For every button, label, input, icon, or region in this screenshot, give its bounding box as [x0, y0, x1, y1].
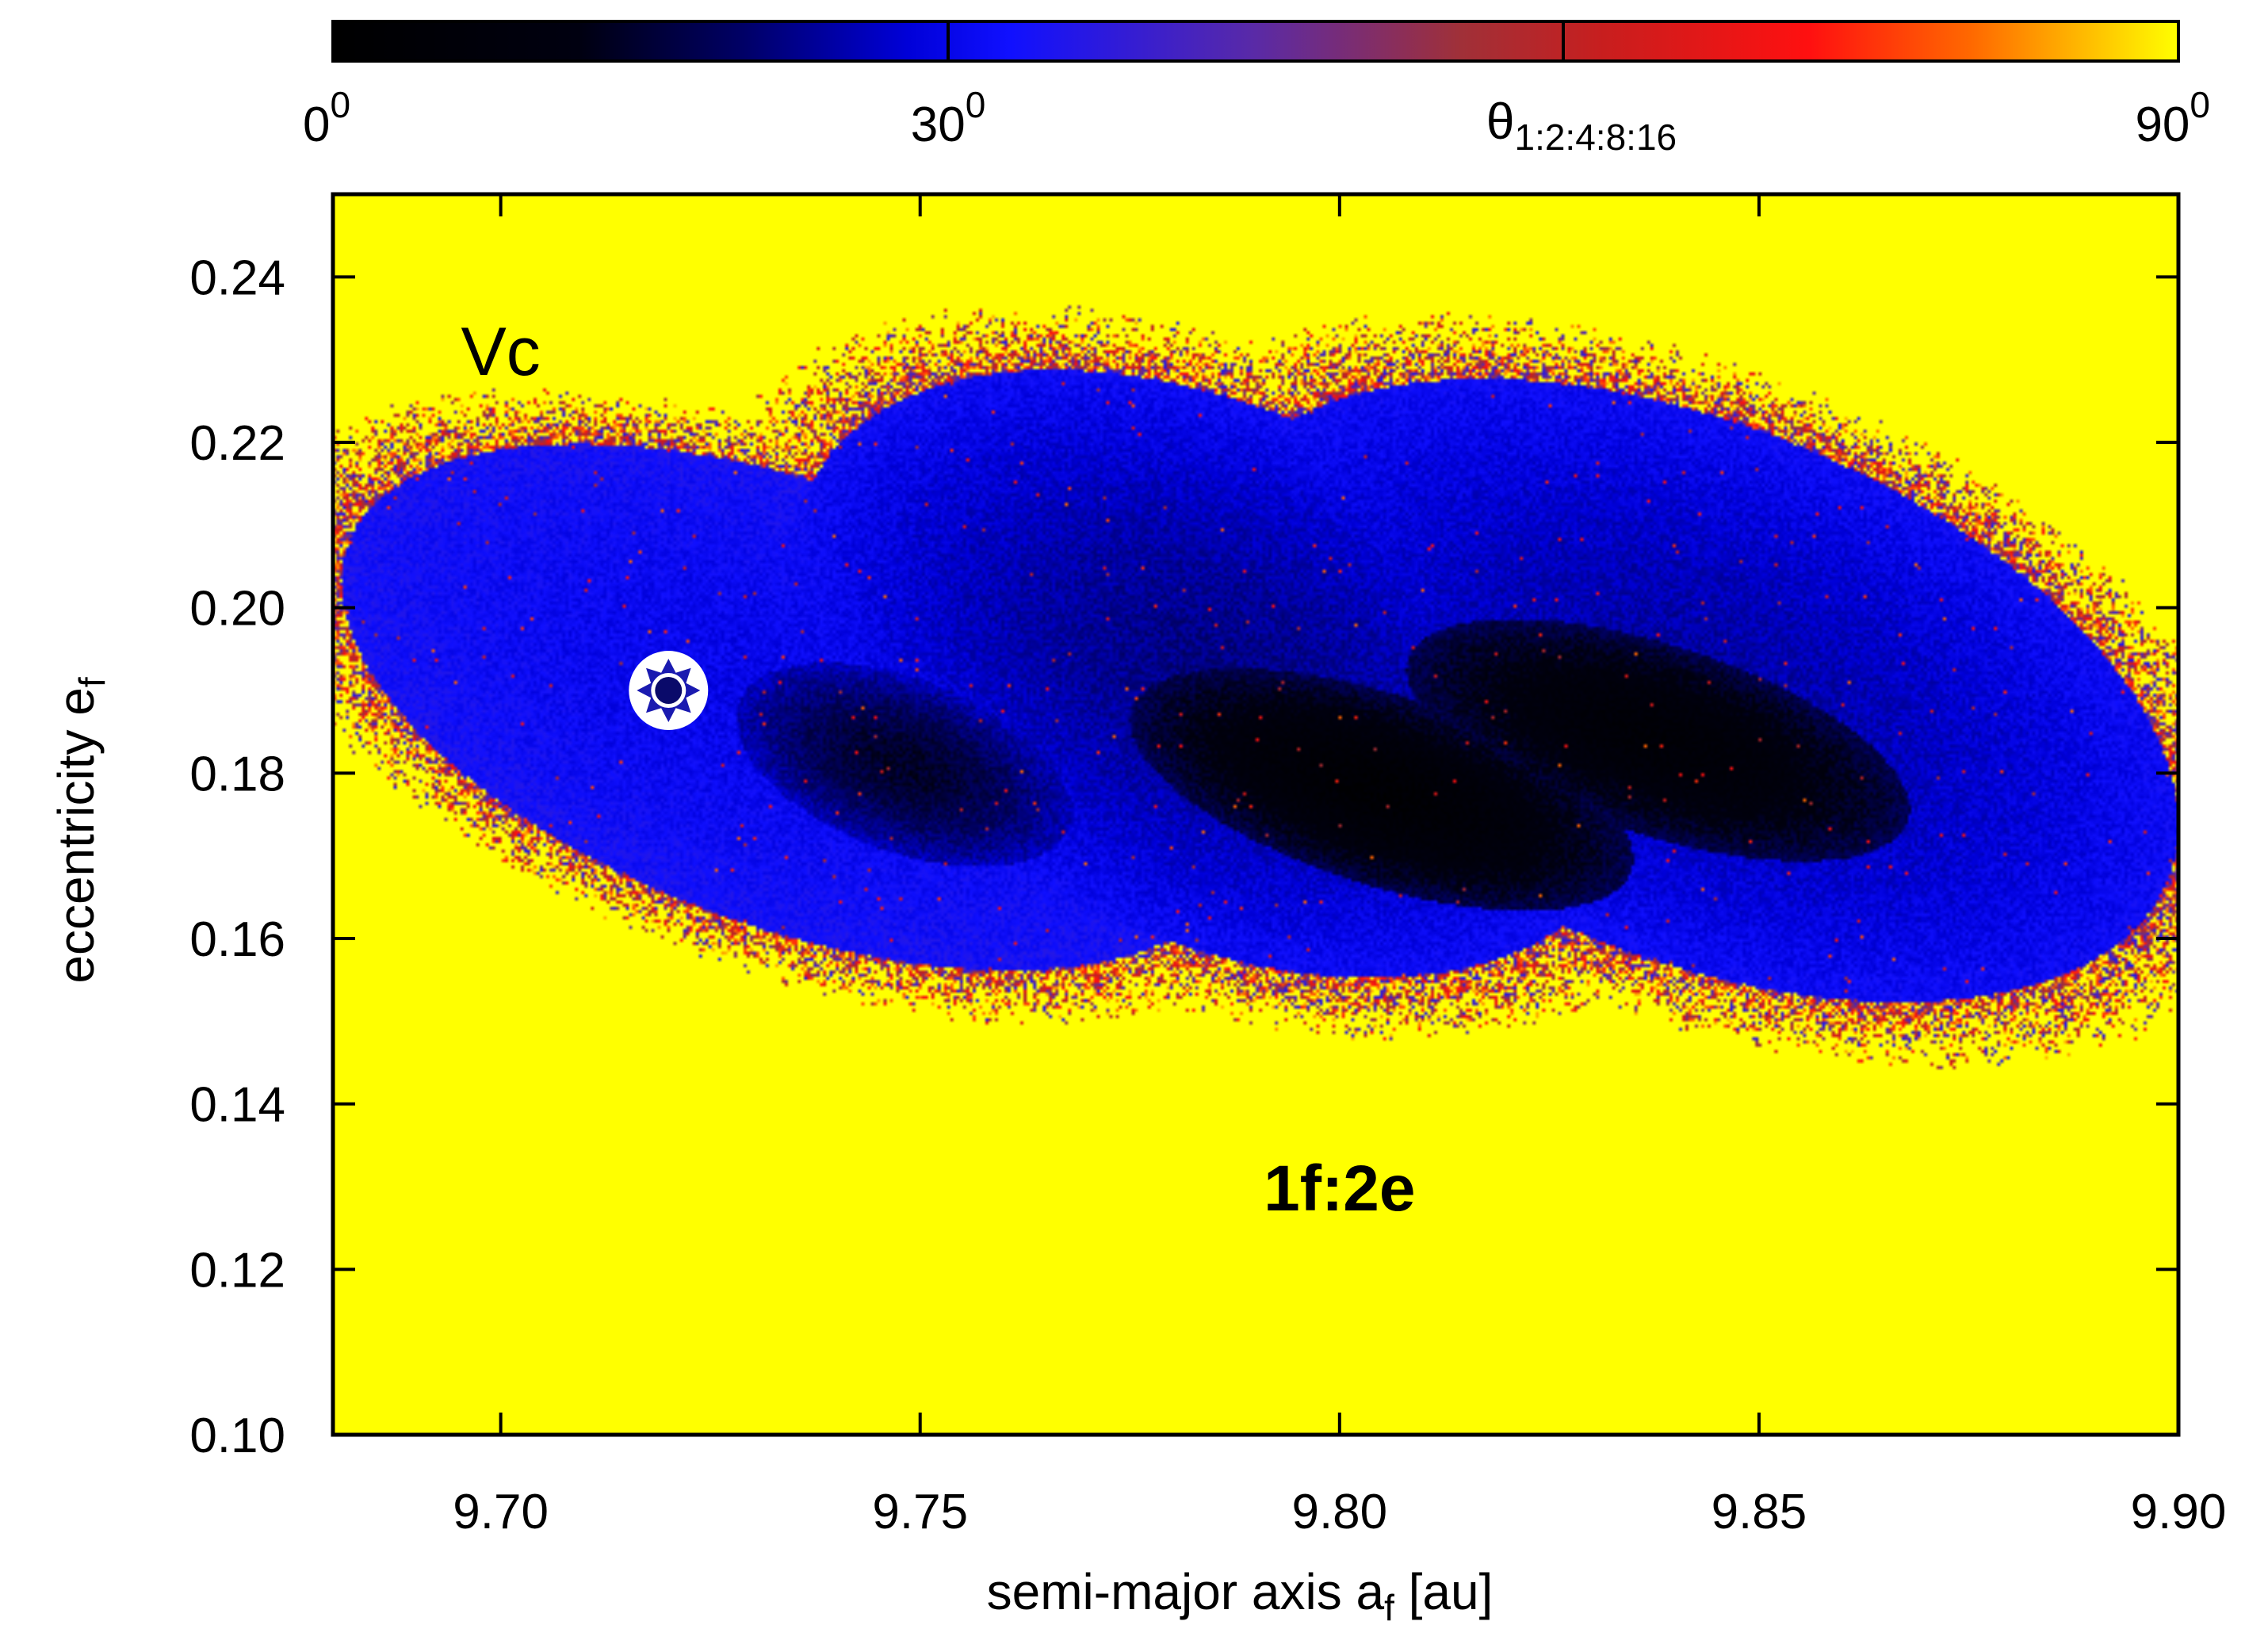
y-tick-label: 0.18: [189, 747, 285, 801]
star-marker-core: [655, 677, 683, 704]
y-tick-label: 0.24: [189, 250, 285, 305]
x-tick-label: 9.90: [2131, 1485, 2227, 1539]
colorbar-ticks: [947, 21, 1565, 61]
annotation-vc: Vc: [461, 314, 540, 390]
colorbar-tick-label: 00: [303, 84, 350, 152]
plot-area: Vc 1f:2e: [331, 192, 2181, 1437]
y-tick-label: 0.14: [189, 1078, 285, 1133]
y-tick-label: 0.20: [189, 582, 285, 637]
x-tick-label: 9.85: [1712, 1485, 1807, 1539]
x-axis-tick-labels: 9.70 9.75 9.80 9.85 9.90: [453, 1485, 2226, 1539]
plot-frame: [331, 192, 2181, 1437]
colorbar-gradient: [331, 20, 2180, 63]
y-tick-label: 0.12: [189, 1243, 285, 1298]
y-tick-label: 0.10: [189, 1409, 285, 1463]
colorbar-label: θ1:2:4:8:16: [1486, 93, 1677, 158]
annotation-1f2e: 1f:2e: [1264, 1153, 1415, 1225]
colorbar-tick-label: 900: [2135, 84, 2210, 152]
colorbar-tick-label: 300: [911, 84, 986, 152]
x-tick-label: 9.75: [872, 1485, 968, 1539]
star-marker: [629, 651, 709, 730]
y-axis-label: eccentricity ef: [48, 677, 113, 983]
x-tick-label: 9.70: [453, 1485, 549, 1539]
y-tick-label: 0.22: [189, 416, 285, 471]
colorbar-tick-labels: 00 300 900: [303, 84, 2210, 152]
colorbar: 00 300 900 θ1:2:4:8:16: [303, 20, 2210, 158]
x-tick-label: 9.80: [1291, 1485, 1387, 1539]
y-axis-tick-labels: 0.10 0.12 0.14 0.16 0.18 0.20 0.22 0.24: [189, 250, 285, 1463]
y-tick-label: 0.16: [189, 912, 285, 967]
heatmap: [333, 194, 2178, 1435]
x-axis-label: semi-major axis af [au]: [987, 1563, 1494, 1625]
